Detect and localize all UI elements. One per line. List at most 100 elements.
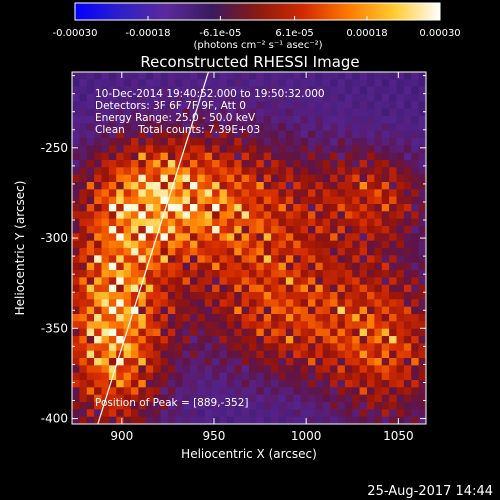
heatmap-cell (116, 152, 125, 161)
heatmap-cell (123, 306, 132, 315)
heatmap-cell (389, 167, 397, 176)
heatmap-cell (182, 328, 191, 337)
heatmap-cell (271, 167, 279, 176)
heatmap-cell (145, 240, 154, 249)
heatmap-cell (344, 358, 353, 366)
heatmap-cell (403, 233, 412, 242)
heatmap-cell (212, 365, 220, 374)
heatmap-cell (123, 336, 132, 344)
heatmap-cell (219, 336, 228, 344)
heatmap-cell (403, 152, 412, 161)
heatmap-cell (300, 402, 309, 410)
heatmap-cell (153, 372, 161, 381)
heatmap-cell (315, 116, 324, 124)
heatmap-cell (293, 255, 302, 264)
heatmap-cell (249, 328, 257, 337)
heatmap-cell (138, 167, 147, 176)
heatmap-cell (411, 372, 420, 381)
heatmap-cell (94, 336, 102, 344)
heatmap-cell (131, 152, 139, 161)
heatmap-cell (116, 262, 125, 271)
heatmap-cell (108, 123, 117, 132)
heatmap-cell (278, 152, 287, 161)
heatmap-cell (131, 138, 139, 146)
heatmap-cell (204, 277, 213, 286)
heatmap-cell (249, 160, 257, 168)
heatmap-cell (204, 72, 213, 80)
heatmap-cell (234, 306, 243, 315)
heatmap-cell (153, 321, 161, 330)
heatmap-cell (278, 380, 287, 388)
heatmap-cell (285, 108, 294, 117)
heatmap-cell (396, 299, 405, 308)
heatmap-cell (145, 306, 154, 315)
heatmap-cell (197, 182, 206, 190)
heatmap-cell (315, 314, 324, 322)
heatmap-cell (94, 108, 102, 117)
heatmap-cell (322, 394, 331, 403)
heatmap-cell (344, 167, 353, 176)
heatmap-cell (285, 409, 294, 418)
heatmap-cell (411, 336, 420, 344)
heatmap-cell (160, 145, 169, 154)
heatmap-cell (101, 152, 110, 161)
heatmap-cell (330, 218, 338, 227)
heatmap-cell (197, 277, 206, 286)
heatmap-cell (278, 365, 287, 374)
heatmap-cell (285, 152, 294, 161)
heatmap-cell (344, 277, 353, 286)
heatmap-cell (374, 336, 383, 344)
heatmap-cell (131, 270, 139, 278)
heatmap-cell (249, 387, 257, 396)
heatmap-cell (86, 292, 95, 300)
heatmap-cell (411, 321, 420, 330)
heatmap-cell (411, 314, 420, 322)
heatmap-cell (344, 86, 353, 95)
heatmap-cell (293, 306, 302, 315)
heatmap-cell (226, 145, 235, 154)
heatmap-cell (278, 167, 287, 176)
heatmap-cell (94, 189, 102, 198)
heatmap-cell (197, 255, 206, 264)
heatmap-cell (344, 394, 353, 403)
heatmap-cell (278, 255, 287, 264)
heatmap-cell (396, 204, 405, 212)
heatmap-cell (190, 145, 198, 154)
heatmap-cell (241, 94, 250, 102)
heatmap-cell (352, 211, 361, 220)
heatmap-cell (204, 358, 213, 366)
heatmap-cell (234, 321, 243, 330)
heatmap-cell (108, 145, 117, 154)
heatmap-cell (389, 387, 397, 396)
heatmap-cell (389, 365, 397, 374)
heatmap-cell (337, 101, 346, 110)
heatmap-cell (344, 182, 353, 190)
heatmap-cell (271, 160, 279, 168)
heatmap-cell (285, 72, 294, 80)
heatmap-cell (367, 306, 375, 315)
heatmap-cell (263, 94, 272, 102)
heatmap-cell (138, 358, 147, 366)
heatmap-cell (418, 233, 426, 242)
heatmap-cell (315, 372, 324, 381)
heatmap-cell (79, 255, 88, 264)
heatmap-cell (389, 321, 397, 330)
heatmap-cell (219, 365, 228, 374)
heatmap-cell (256, 79, 265, 88)
heatmap-cell (278, 328, 287, 337)
heatmap-cell (116, 306, 125, 315)
heatmap-cell (153, 402, 161, 410)
heatmap-cell (167, 233, 176, 242)
heatmap-cell (374, 292, 383, 300)
heatmap-cell (212, 292, 220, 300)
heatmap-cell (116, 255, 125, 264)
heatmap-cell (374, 79, 383, 88)
heatmap-cell (285, 394, 294, 403)
heatmap-cell (204, 240, 213, 249)
heatmap-cell (271, 94, 279, 102)
heatmap-cell (116, 101, 125, 110)
heatmap-cell (403, 394, 412, 403)
heatmap-cell (153, 226, 161, 234)
heatmap-cell (330, 101, 338, 110)
heatmap-cell (160, 255, 169, 264)
